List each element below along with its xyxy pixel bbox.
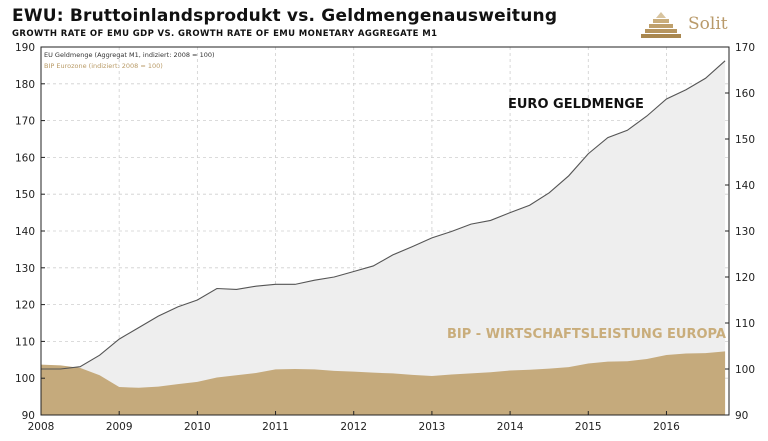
y-right-tick-label: 140 [735, 180, 755, 192]
x-tick-label: 2008 [28, 421, 55, 433]
legend-item-m1: EU Geldmenge (Aggregat M1, indiziert: 20… [44, 51, 215, 59]
y-right-tick-label: 100 [735, 364, 755, 376]
y-right-tick-label: 90 [735, 410, 748, 422]
series-area-m1 [41, 60, 726, 416]
x-tick-label: 2015 [575, 421, 602, 433]
annotation-bip: BIP - WIRTSCHAFTSLEISTUNG EUROPA [447, 327, 726, 342]
y-left-tick-label: 120 [15, 300, 35, 312]
x-tick-label: 2016 [653, 421, 680, 433]
x-tick-label: 2013 [419, 421, 446, 433]
y-left-tick-label: 110 [15, 336, 35, 348]
y-left-tick-label: 170 [15, 116, 35, 128]
annotation-euro-geldmenge: EURO GELDMENGE [508, 97, 644, 112]
y-left-tick-label: 150 [15, 189, 35, 201]
x-tick-label: 2010 [184, 421, 211, 433]
y-right-tick-label: 170 [735, 42, 755, 54]
y-left-tick-label: 140 [15, 226, 35, 238]
y-left-tick-label: 130 [15, 263, 35, 275]
series-areas [41, 60, 726, 416]
y-left-tick-label: 180 [15, 79, 35, 91]
series-line-m1 [41, 60, 726, 370]
y-left-tick-label: 100 [15, 373, 35, 385]
y-left-tick-label: 190 [15, 42, 35, 54]
y-right-tick-label: 120 [735, 272, 755, 284]
y-right-tick-label: 130 [735, 226, 755, 238]
x-tick-label: 2014 [497, 421, 524, 433]
y-left-tick-label: 90 [22, 410, 35, 422]
y-right-tick-label: 110 [735, 318, 755, 330]
x-tick-label: 2011 [262, 421, 289, 433]
series-area-gdp [41, 351, 726, 415]
logo-text: Solit [688, 14, 728, 34]
x-tick-label: 2012 [340, 421, 367, 433]
y-right-tick-label: 160 [735, 88, 755, 100]
axes: 90 100 110 120 130 140 150 160 170 180 190 90 100 110… [15, 42, 755, 433]
y-right-tick-label: 150 [735, 134, 755, 146]
legend-item-gdp: BIP Eurozone (indiziert: 2008 = 100) [44, 62, 163, 70]
chart-title: EWU: Bruttoinlandsprodukt vs. Geldmengen… [12, 6, 558, 26]
pyramid-logo-icon [641, 12, 681, 38]
y-left-tick-label: 160 [15, 152, 35, 164]
x-tick-label: 2009 [106, 421, 133, 433]
solit-logo: Solit [636, 8, 756, 42]
legend: EU Geldmenge (Aggregat M1, indiziert: 20… [44, 51, 215, 70]
chart-subtitle: GROWTH RATE OF EMU GDP VS. GROWTH RATE O… [12, 29, 438, 39]
